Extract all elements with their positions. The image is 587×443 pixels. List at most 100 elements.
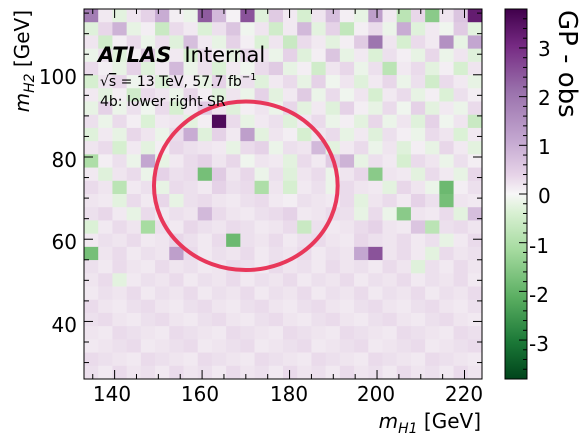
heatmap-cell [311,88,327,102]
heatmap-cell [325,9,341,23]
heatmap-cell [297,35,312,50]
heatmap-cell [325,127,341,142]
heatmap-cell [311,48,327,63]
heatmap-cell [254,299,270,314]
heatmap-cell [453,101,469,116]
heatmap-cell [84,22,99,36]
energy-lumi-label: √s = 13 TeV, 57.7 fb−1 [100,72,257,90]
heatmap-cell [297,127,312,142]
heatmap-cell [297,75,312,89]
heatmap-cell [453,9,469,23]
heatmap-cell [311,246,327,261]
heatmap-cell [268,246,284,261]
heatmap-cell [382,233,398,248]
heatmap-cell [410,260,426,274]
heatmap-cell [240,339,255,353]
heatmap-cell [140,154,156,168]
heatmap-cell [467,326,482,340]
heatmap-cell [169,61,184,76]
heatmap-cell [226,220,241,235]
heatmap-cell [311,22,327,36]
heatmap-cell [211,194,227,208]
colorbar-tick-labels: -3 -2 -1 0 1 2 3 [529,37,551,356]
heatmap-cell [297,352,312,367]
heatmap-cell [140,326,156,340]
heatmap-cell [325,365,341,379]
heatmap-cell [368,326,383,340]
heatmap-cell [410,352,426,367]
heatmap-cell [197,127,213,142]
heatmap-cell [226,22,241,36]
heatmap-cell [84,339,99,353]
heatmap-cell [112,312,128,327]
heatmap-cell [197,61,213,76]
heatmap-cell [283,299,298,314]
heatmap-cell [155,326,170,340]
heatmap-cell [325,114,341,129]
heatmap-cell [268,35,284,50]
heatmap-cell [283,207,298,221]
heatmap-cell [155,9,170,23]
heatmap-cell [254,88,270,102]
heatmap-cell [183,220,199,235]
heatmap-cell [297,101,312,116]
heatmap-cell [453,207,469,221]
heatmap-cell [467,194,482,208]
heatmap-cell [98,246,113,261]
heatmap-cell [425,154,440,168]
heatmap-cell [396,154,412,168]
heatmap-cell [183,61,199,76]
heatmap-cell [84,299,99,314]
heatmap-cell [268,88,284,102]
heatmap-cell [425,312,440,327]
heatmap-cell [439,75,454,89]
heatmap-cell [297,9,312,23]
heatmap-cell [240,299,255,314]
heatmap-cell [112,286,128,301]
heatmap-cell [396,286,412,301]
heatmap-cell [453,22,469,36]
heatmap-cell [396,9,412,23]
heatmap-cell [98,180,113,195]
heatmap-cell [98,352,113,367]
heatmap-cell [254,75,270,89]
heatmap-cell [226,48,241,63]
heatmap-cell [98,299,113,314]
heatmap-cell [197,299,213,314]
heatmap-cell [311,339,327,353]
heatmap-cell [254,154,270,168]
heatmap-cell [297,141,312,155]
heatmap-cell [268,180,284,195]
heatmap-cell [297,233,312,248]
heatmap-cell [382,260,398,274]
heatmap-cell [396,246,412,261]
heatmap-cell [297,339,312,353]
heatmap-cell [112,167,128,182]
heatmap-cell [453,365,469,379]
heatmap-cell [425,48,440,63]
heatmap-cell [112,154,128,168]
heatmap-cell [169,286,184,301]
heatmap-cell [283,233,298,248]
heatmap-cell [126,101,142,116]
heatmap-cell [425,180,440,195]
heatmap-cell [226,286,241,301]
heatmap-cell [126,233,142,248]
heatmap-cell [155,352,170,367]
heatmap-cell [325,61,341,76]
heatmap-cell [126,180,142,195]
heatmap-cell [98,114,113,129]
heatmap-cell [140,260,156,274]
heatmap-cell [268,207,284,221]
heatmap-cell [382,180,398,195]
heatmap-cell [410,233,426,248]
x-tick-label: 220 [445,382,483,406]
heatmap-cell [211,312,227,327]
heatmap-cell [98,220,113,235]
heatmap-cell [112,61,128,76]
y-tick-label: 60 [52,230,77,254]
heatmap-cell [155,194,170,208]
heatmap-cell [126,35,142,50]
heatmap-cell [169,127,184,142]
heatmap-cell [325,352,341,367]
